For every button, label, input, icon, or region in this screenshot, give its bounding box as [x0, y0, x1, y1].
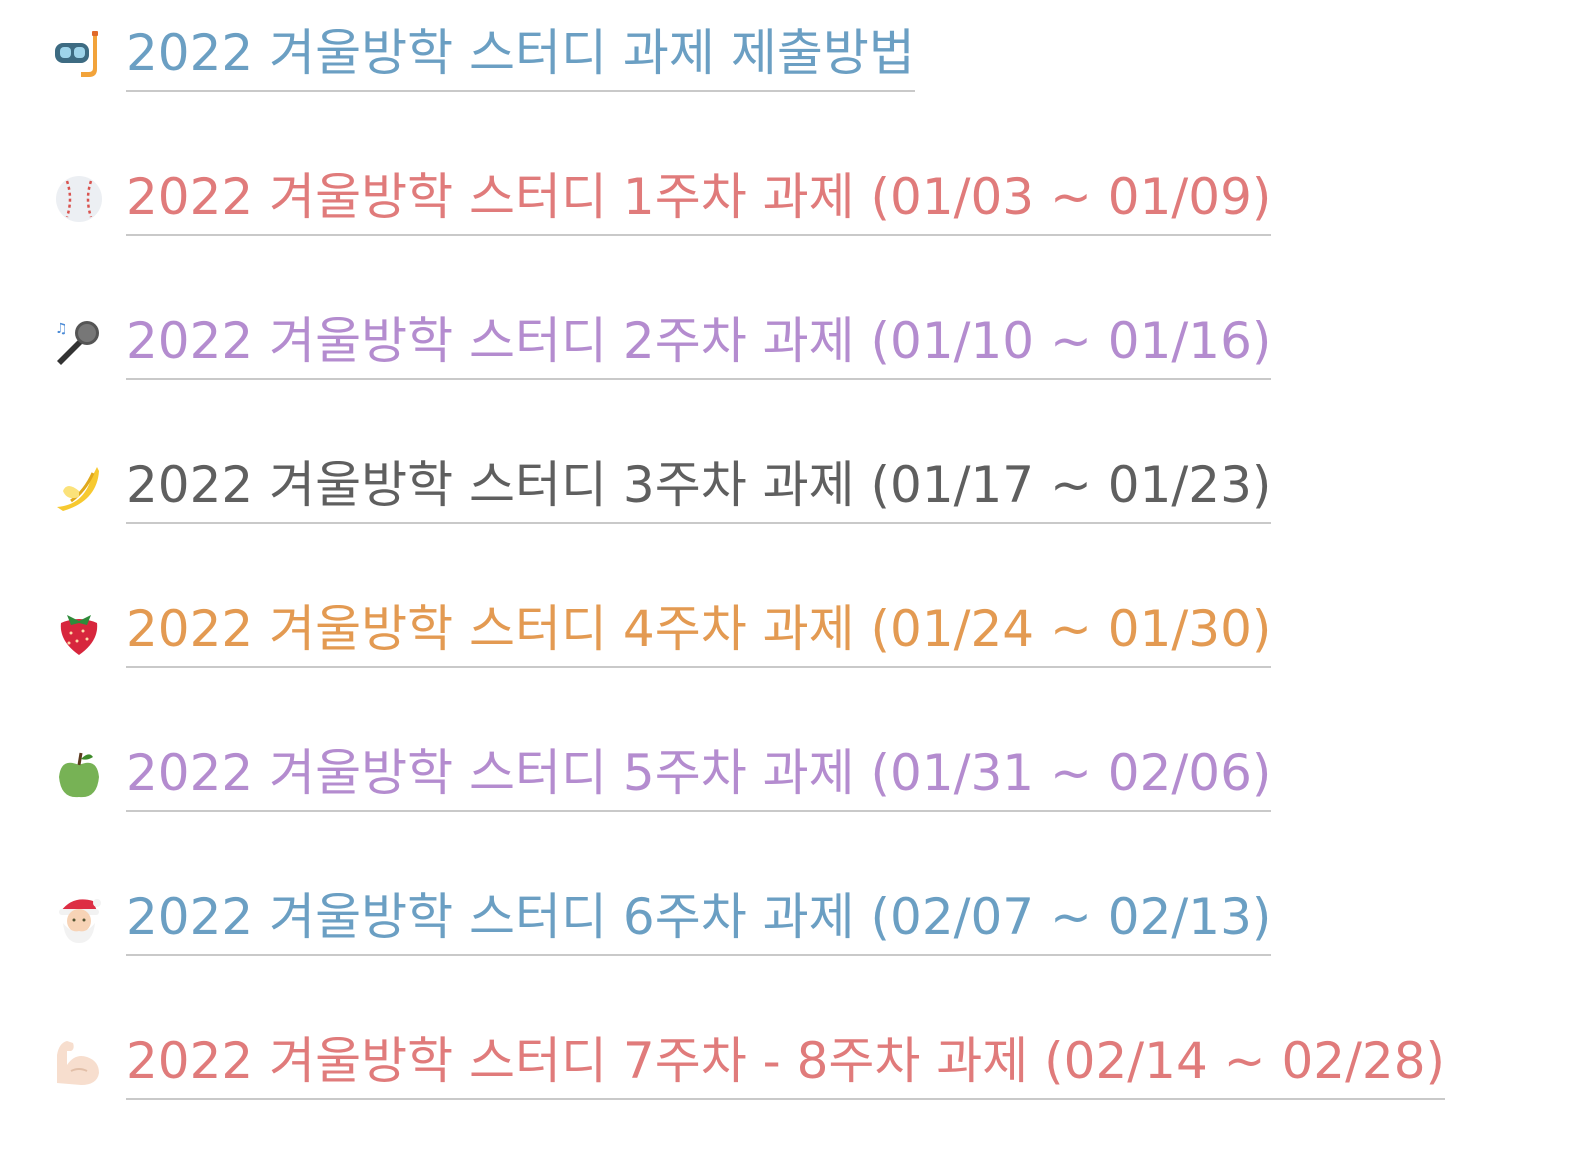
strawberry-icon: [52, 604, 106, 658]
list-item: ♫ 2022 겨울방학 스터디 2주차 과제 (01/10 ~ 01/16): [52, 306, 1552, 450]
green-apple-icon: [52, 748, 106, 802]
link-submission-guide[interactable]: 2022 겨울방학 스터디 과제 제출방법: [126, 18, 915, 92]
santa-icon: [52, 892, 106, 946]
svg-text:♫: ♫: [55, 321, 68, 337]
list-item: 2022 겨울방학 스터디 6주차 과제 (02/07 ~ 02/13): [52, 882, 1552, 1026]
link-week-1[interactable]: 2022 겨울방학 스터디 1주차 과제 (01/03 ~ 01/09): [126, 162, 1272, 236]
list-item: 2022 겨울방학 스터디 과제 제출방법: [52, 18, 1552, 162]
list-item: 2022 겨울방학 스터디 3주차 과제 (01/17 ~ 01/23): [52, 450, 1552, 594]
list-item: 2022 겨울방학 스터디 1주차 과제 (01/03 ~ 01/09): [52, 162, 1552, 306]
link-week-4[interactable]: 2022 겨울방학 스터디 4주차 과제 (01/24 ~ 01/30): [126, 594, 1272, 668]
page-link-list: 2022 겨울방학 스터디 과제 제출방법 2022 겨울방학 스터디 1주차 …: [52, 18, 1552, 1170]
flexed-biceps-icon: [52, 1036, 106, 1090]
baseball-icon: [52, 172, 106, 226]
microphone-icon: ♫: [52, 316, 106, 370]
link-week-3[interactable]: 2022 겨울방학 스터디 3주차 과제 (01/17 ~ 01/23): [126, 450, 1272, 524]
list-item: 2022 겨울방학 스터디 5주차 과제 (01/31 ~ 02/06): [52, 738, 1552, 882]
banana-icon: [52, 460, 106, 514]
link-week-2[interactable]: 2022 겨울방학 스터디 2주차 과제 (01/10 ~ 01/16): [126, 306, 1272, 380]
diving-mask-icon: [52, 28, 106, 82]
list-item: 2022 겨울방학 스터디 4주차 과제 (01/24 ~ 01/30): [52, 594, 1552, 738]
link-week-5[interactable]: 2022 겨울방학 스터디 5주차 과제 (01/31 ~ 02/06): [126, 738, 1272, 812]
link-week-6[interactable]: 2022 겨울방학 스터디 6주차 과제 (02/07 ~ 02/13): [126, 882, 1272, 956]
list-item: 2022 겨울방학 스터디 7주차 - 8주차 과제 (02/14 ~ 02/2…: [52, 1026, 1552, 1170]
link-week-7-8[interactable]: 2022 겨울방학 스터디 7주차 - 8주차 과제 (02/14 ~ 02/2…: [126, 1026, 1446, 1100]
